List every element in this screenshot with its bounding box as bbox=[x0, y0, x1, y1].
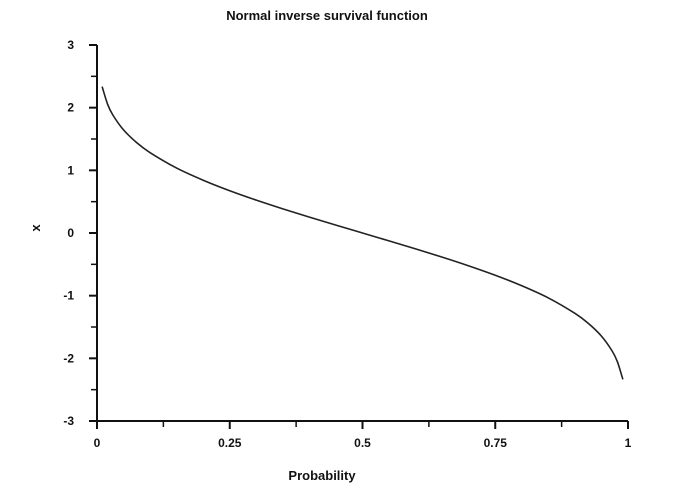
x-tick-label: 0.5 bbox=[354, 436, 371, 450]
x-tick-label: 0 bbox=[94, 436, 101, 450]
y-tick-label: 3 bbox=[67, 38, 74, 52]
chart-title: Normal inverse survival function bbox=[226, 8, 428, 23]
y-tick-label: 2 bbox=[67, 101, 74, 115]
x-ticks: 0 0.25 0.5 0.75 1 bbox=[94, 421, 632, 450]
x-tick-label: 0.75 bbox=[484, 436, 508, 450]
y-tick-label: 0 bbox=[67, 226, 74, 240]
x-axis-label: Probability bbox=[288, 468, 356, 483]
x-minor-ticks bbox=[162, 421, 563, 427]
series-group bbox=[101, 86, 624, 380]
y-tick-label: -3 bbox=[63, 414, 74, 428]
y-axis-label: x bbox=[28, 224, 43, 232]
series-line bbox=[101, 86, 624, 380]
x-tick-label: 1 bbox=[625, 436, 632, 450]
x-tick-label: 0.25 bbox=[218, 436, 242, 450]
y-ticks: 3 2 1 0 -1 -2 -3 bbox=[63, 38, 97, 428]
y-tick-label: 1 bbox=[67, 163, 74, 177]
y-tick-label: -2 bbox=[63, 351, 74, 365]
y-minor-ticks bbox=[91, 75, 97, 391]
y-tick-label: -1 bbox=[63, 289, 74, 303]
